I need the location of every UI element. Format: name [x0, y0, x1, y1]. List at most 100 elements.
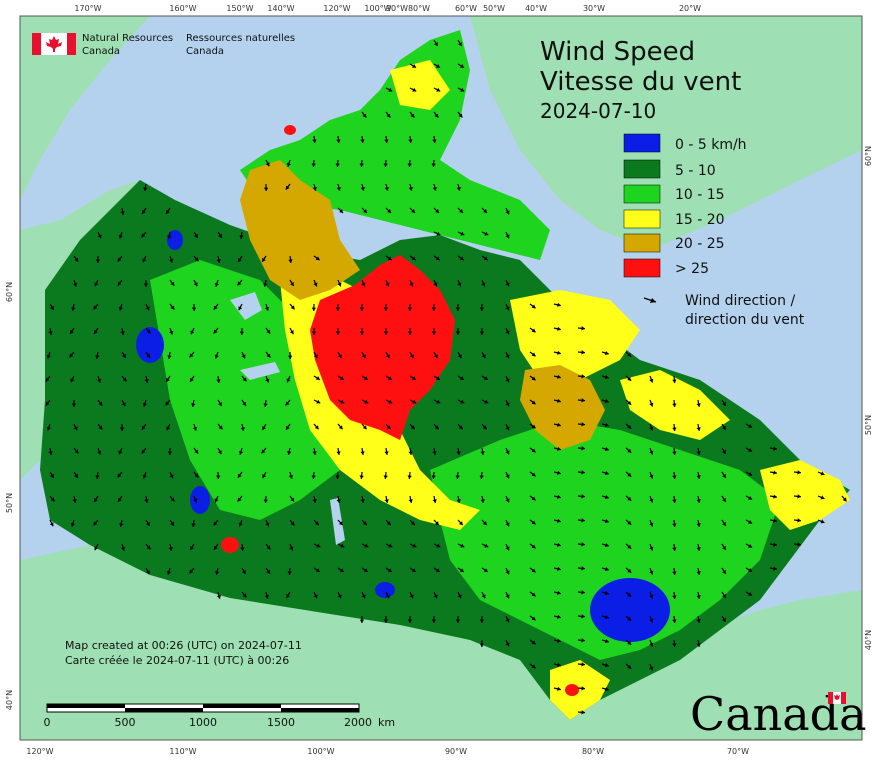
- top-longitude-ticks: 170°W 160°W 150°W 140°W 120°W 100°W 90°W…: [74, 4, 701, 13]
- left-latitude-ticks: 60°N 50°N 40°N: [5, 282, 14, 710]
- wind-arrow-head: [722, 617, 726, 622]
- wind-arrow-head: [481, 594, 486, 599]
- wind-arrow-head: [411, 376, 416, 380]
- wind-arrow-head: [213, 521, 218, 526]
- wind-arrow-head: [627, 568, 632, 573]
- flag-left-bar: [32, 33, 41, 55]
- wind-arrow-head: [604, 398, 609, 404]
- wind-arrow-head: [505, 426, 510, 431]
- wind-arrow-head: [482, 425, 487, 430]
- org-name-en-1: Natural Resources: [82, 33, 173, 44]
- wind-arrow-head: [387, 568, 392, 572]
- wind-arrow-head: [480, 451, 485, 455]
- wind-arrow-head: [581, 662, 585, 667]
- wind-arrow-head: [458, 113, 463, 118]
- wind-arrow-head: [820, 471, 825, 476]
- wind-arrow-head: [581, 422, 585, 427]
- wind-arrow-head: [214, 545, 218, 550]
- wind-arrow-head: [339, 208, 344, 213]
- wind-arrow-head: [412, 543, 417, 548]
- legend-swatch: [623, 133, 661, 153]
- wind-arrow-head: [48, 451, 53, 455]
- wind-arrow-head: [45, 401, 50, 406]
- bottom-tick-label: 90°W: [445, 747, 467, 756]
- wind-arrow-head: [649, 642, 654, 647]
- wind-arrow-head: [672, 451, 677, 455]
- wind-arrow-head: [263, 187, 269, 191]
- scale-bar: 0 500 1000 1500 2000 km: [44, 703, 395, 729]
- scale-label: 1500: [267, 716, 295, 729]
- wind-arrow-head: [166, 209, 170, 214]
- wind-arrow-head: [434, 521, 439, 526]
- right-tick-label: 50°N: [864, 415, 873, 435]
- legend-swatch: [623, 159, 661, 179]
- legend-label: 20 - 25: [675, 236, 725, 252]
- wind-arrow-head: [434, 425, 439, 430]
- wind-arrow-head: [820, 519, 825, 524]
- wind-arrow-head: [237, 497, 242, 502]
- zone-20-25-ungava: [520, 365, 605, 450]
- wind-arrow-head: [455, 475, 460, 479]
- wind-arrow-head: [672, 379, 677, 383]
- wind-arrow-head: [383, 619, 389, 623]
- zone-15-20-great-lakes: [550, 660, 610, 720]
- wind-arrow-head: [218, 425, 223, 430]
- wind-arrow-head: [722, 497, 726, 502]
- wind-arrow-head: [194, 473, 199, 478]
- wind-arrow-head: [98, 401, 103, 406]
- wind-arrow-head: [505, 474, 510, 479]
- wind-arrow-head: [409, 594, 414, 599]
- wind-arrow-head: [459, 376, 464, 380]
- wind-arrow-head: [627, 448, 632, 453]
- wind-arrow-head: [604, 446, 609, 452]
- wind-arrow-head: [359, 475, 364, 479]
- wind-arrow-head: [93, 305, 98, 310]
- wind-arrow-head: [483, 568, 488, 572]
- wind-arrow-head: [696, 619, 701, 623]
- wind-arrow-head: [505, 450, 510, 455]
- zone-0-5-prairie: [190, 486, 210, 514]
- wind-arrow-head: [672, 571, 677, 575]
- legend-label: 0 - 5 km/h: [675, 137, 747, 153]
- wind-arrow-head: [557, 398, 561, 403]
- wind-arrow-head: [98, 425, 103, 430]
- wind-arrow-head: [484, 231, 489, 236]
- wind-arrow-head: [117, 473, 122, 478]
- wind-arrow-head: [408, 139, 413, 143]
- wind-arrow-head: [557, 590, 561, 595]
- wind-arrow-head: [458, 521, 463, 526]
- wind-arrow-head: [505, 570, 510, 575]
- top-tick-label: 50°W: [483, 4, 505, 13]
- zone-over-25-arctic: [284, 125, 296, 135]
- wind-arrow-head: [240, 427, 245, 431]
- wind-arrow-head: [431, 307, 437, 311]
- wind-arrow-head: [191, 523, 196, 527]
- wordmark-flag-right: [841, 692, 846, 704]
- wind-arrow-head: [239, 235, 244, 239]
- wind-arrow-head: [505, 618, 510, 623]
- wind-arrow-head: [70, 522, 75, 527]
- wind-arrow-head: [457, 282, 462, 287]
- wind-arrow-head: [557, 446, 561, 451]
- wind-arrow-head: [46, 426, 51, 431]
- wind-arrow-head: [312, 187, 317, 191]
- wind-arrow-head: [531, 472, 536, 477]
- wind-arrow-head: [385, 594, 390, 599]
- wind-arrow-head: [581, 350, 585, 355]
- wind-arrow-head: [557, 566, 561, 571]
- wind-arrow-head: [436, 399, 441, 404]
- wind-arrow-head: [312, 451, 317, 455]
- wind-arrow-head: [604, 590, 609, 596]
- wind-arrow-head: [361, 594, 366, 599]
- scale-label: 2000: [344, 716, 372, 729]
- wind-arrow-head: [557, 326, 561, 331]
- wind-arrow-head: [289, 546, 294, 551]
- wind-arrow-head: [193, 282, 198, 287]
- wind-arrow-head: [627, 376, 632, 381]
- org-name-fr-2: Canada: [186, 46, 224, 57]
- wind-arrow-head: [436, 231, 441, 236]
- wind-arrow-head: [74, 449, 79, 454]
- wind-arrow-head: [722, 425, 726, 430]
- wind-arrow-head: [383, 331, 389, 335]
- wind-arrow-head: [50, 473, 54, 478]
